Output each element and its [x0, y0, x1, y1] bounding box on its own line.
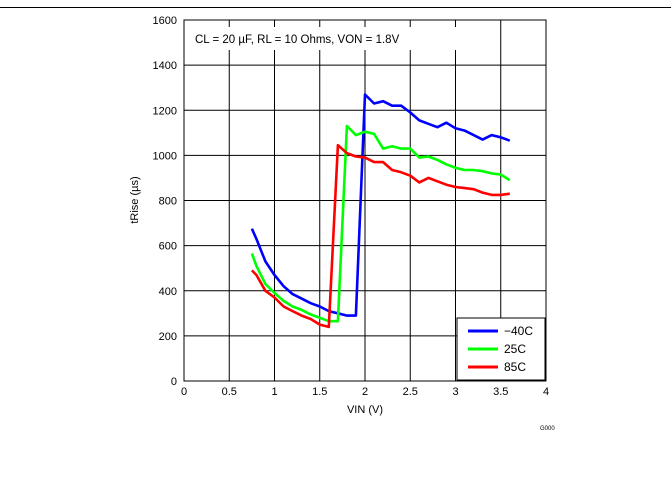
series-lines: [250, 93, 511, 329]
y-tick-label: 1200: [153, 105, 177, 117]
series-line-2: [250, 124, 511, 323]
chart-annotation: CL = 20 µF, RL = 10 Ohms, VON = 1.8V: [195, 34, 400, 46]
y-tick-label: 200: [159, 331, 177, 343]
plot-area-frame: [183, 19, 547, 382]
y-tick-label: 400: [159, 286, 177, 298]
y-tick-label: 0: [171, 376, 177, 388]
y-axis-ticks: 0 200 400 600 800 1000 1200 1400 1600: [153, 15, 177, 388]
x-tick-label: 1.5: [312, 386, 327, 398]
legend-items: −40C 25C 85C: [468, 324, 533, 374]
x-tick-label: 3: [452, 386, 458, 398]
x-tick-label: 3.5: [493, 386, 508, 398]
y-tick-label: 1600: [153, 15, 177, 27]
top-divider-line: [0, 7, 671, 8]
x-axis-label: VIN (V): [347, 404, 383, 416]
x-tick-label: 4: [543, 386, 549, 398]
x-tick-label: 1: [271, 386, 277, 398]
x-tick-label: 0.5: [222, 386, 237, 398]
legend-label-2: 25C: [504, 342, 526, 356]
series-line-1: [250, 93, 511, 317]
annotation-box: [191, 27, 459, 50]
x-tick-label: 2: [362, 386, 368, 398]
y-tick-label: 600: [159, 241, 177, 253]
x-tick-label: 0: [181, 386, 187, 398]
y-tick-label: 1000: [153, 150, 177, 162]
y-tick-label: 1400: [153, 60, 177, 72]
x-axis-ticks: 0 0.5 1 1.5 2 2.5 3 3.5 4: [181, 386, 549, 398]
series-line-3: [250, 143, 510, 329]
legend-label-1: −40C: [504, 324, 533, 338]
legend-label-3: 85C: [504, 360, 526, 374]
legend: −40C 25C 85C: [456, 317, 546, 381]
x-tick-label: 2.5: [403, 386, 418, 398]
y-tick-label: 800: [159, 196, 177, 208]
figure-id: G000: [540, 426, 555, 432]
y-axis-label: tRise (µs): [129, 176, 141, 223]
